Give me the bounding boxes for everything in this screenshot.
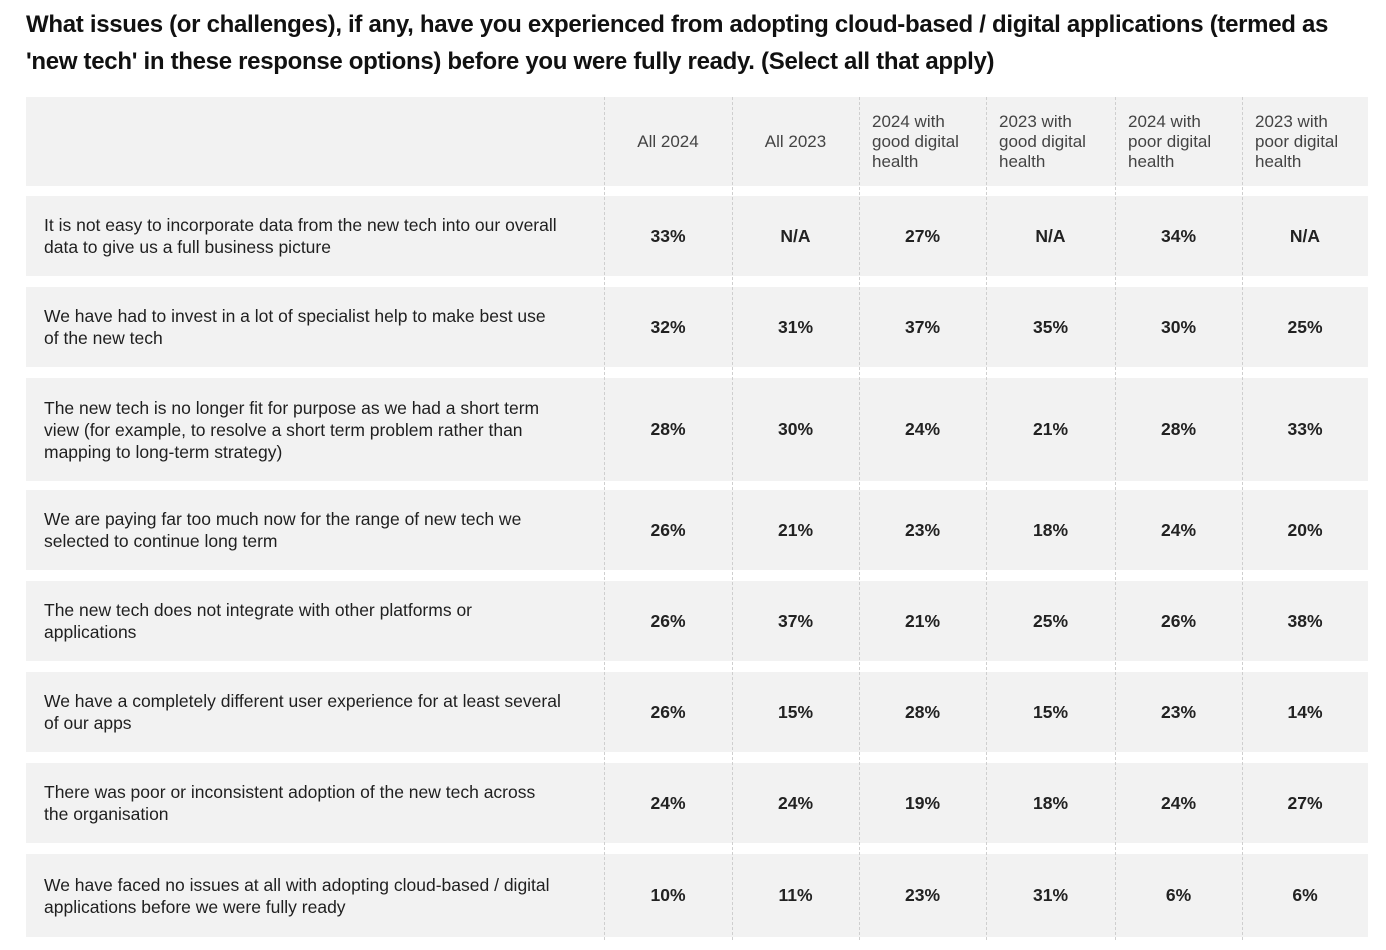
value-cell: 23% [904, 519, 941, 540]
value-cell: 24% [1160, 792, 1197, 813]
row-label: There was poor or inconsistent adoption … [44, 782, 536, 824]
value-cell: 32% [650, 316, 686, 337]
value-cell: 21% [1032, 419, 1069, 439]
value-cell: 14% [1287, 701, 1323, 722]
column-divider [859, 97, 860, 940]
value-cell: 18% [1032, 519, 1069, 540]
value-cell: 26% [1160, 610, 1197, 631]
value-cell: 24% [904, 419, 941, 439]
value-cell: 6% [1292, 885, 1318, 905]
value-cell: 38% [1287, 610, 1323, 631]
value-cell: 23% [1160, 701, 1197, 722]
value-cell: 10% [650, 885, 686, 905]
value-cell: 27% [1287, 792, 1323, 813]
value-cell: N/A [1289, 225, 1321, 246]
column-header: 2024 with poor digital health [1128, 111, 1212, 171]
value-cell: 21% [777, 519, 814, 540]
column-header: 2024 with good digital health [872, 111, 959, 171]
value-cell: 37% [777, 610, 814, 631]
row-label: We have a completely different user expe… [44, 691, 561, 733]
table-row: The new tech is no longer fit for purpos… [26, 378, 1368, 481]
column-divider [732, 97, 733, 940]
value-cell: 35% [1032, 316, 1069, 337]
value-cell: 21% [904, 610, 941, 631]
table-row: We have a completely different user expe… [26, 672, 1368, 752]
row-label: We have had to invest in a lot of specia… [44, 306, 546, 348]
column-divider [986, 97, 987, 940]
row-label: We are paying far too much now for the r… [44, 509, 522, 551]
value-cell: 30% [777, 419, 814, 439]
value-cell: 30% [1160, 316, 1197, 337]
row-label: The new tech does not integrate with oth… [44, 600, 473, 642]
column-header: 2023 with poor digital health [1255, 111, 1339, 171]
column-header: 2023 with good digital health [999, 111, 1086, 171]
value-cell: 6% [1165, 885, 1192, 905]
value-cell: 37% [904, 316, 941, 337]
header-question-cell [26, 97, 604, 186]
row-label: We have faced no issues at all with adop… [44, 874, 550, 917]
value-cell: 20% [1287, 519, 1323, 540]
table-row: It is not easy to incorporate data from … [26, 196, 1368, 276]
value-cell: 27% [904, 225, 941, 246]
column-divider [604, 97, 605, 940]
value-cell: N/A [780, 225, 811, 246]
column-divider [1115, 97, 1116, 940]
value-cell: 26% [650, 610, 686, 631]
column-divider [1242, 97, 1243, 940]
value-cell: 26% [650, 701, 686, 722]
value-cell: 33% [1287, 419, 1323, 439]
value-cell: 24% [777, 792, 814, 813]
value-cell: 11% [778, 885, 813, 905]
value-cell: 26% [650, 519, 686, 540]
table-row: We are paying far too much now for the r… [26, 490, 1368, 570]
value-cell: 19% [904, 792, 941, 813]
table-header-row: All 2024 All 2023 2024 with good digital… [26, 97, 1368, 186]
value-cell: 25% [1287, 316, 1323, 337]
value-cell: 31% [777, 316, 814, 337]
value-cell: 23% [904, 885, 941, 905]
value-cell: 25% [1032, 610, 1069, 631]
value-cell: 15% [1032, 701, 1069, 722]
column-header: All 2024 [637, 131, 699, 151]
value-cell: 24% [650, 792, 686, 813]
table-row: The new tech does not integrate with oth… [26, 581, 1368, 661]
table-row: We have faced no issues at all with adop… [26, 854, 1368, 937]
table-row: There was poor or inconsistent adoption … [26, 763, 1368, 843]
column-header: All 2023 [764, 131, 827, 151]
value-cell: 28% [650, 419, 686, 439]
value-cell: 28% [1160, 419, 1197, 439]
value-cell: 24% [1160, 519, 1197, 540]
value-cell: 15% [777, 701, 814, 722]
value-cell: N/A [1035, 225, 1066, 246]
row-label: The new tech is no longer fit for purpos… [44, 397, 540, 462]
value-cell: 28% [904, 701, 941, 722]
value-cell: 34% [1160, 225, 1197, 246]
value-cell: 31% [1032, 885, 1069, 905]
row-label: It is not easy to incorporate data from … [44, 215, 557, 257]
table-row: We have had to invest in a lot of specia… [26, 287, 1368, 367]
value-cell: 18% [1032, 792, 1069, 813]
value-cell: 33% [650, 225, 686, 246]
page-title: What issues (or challenges), if any, hav… [26, 11, 1329, 75]
